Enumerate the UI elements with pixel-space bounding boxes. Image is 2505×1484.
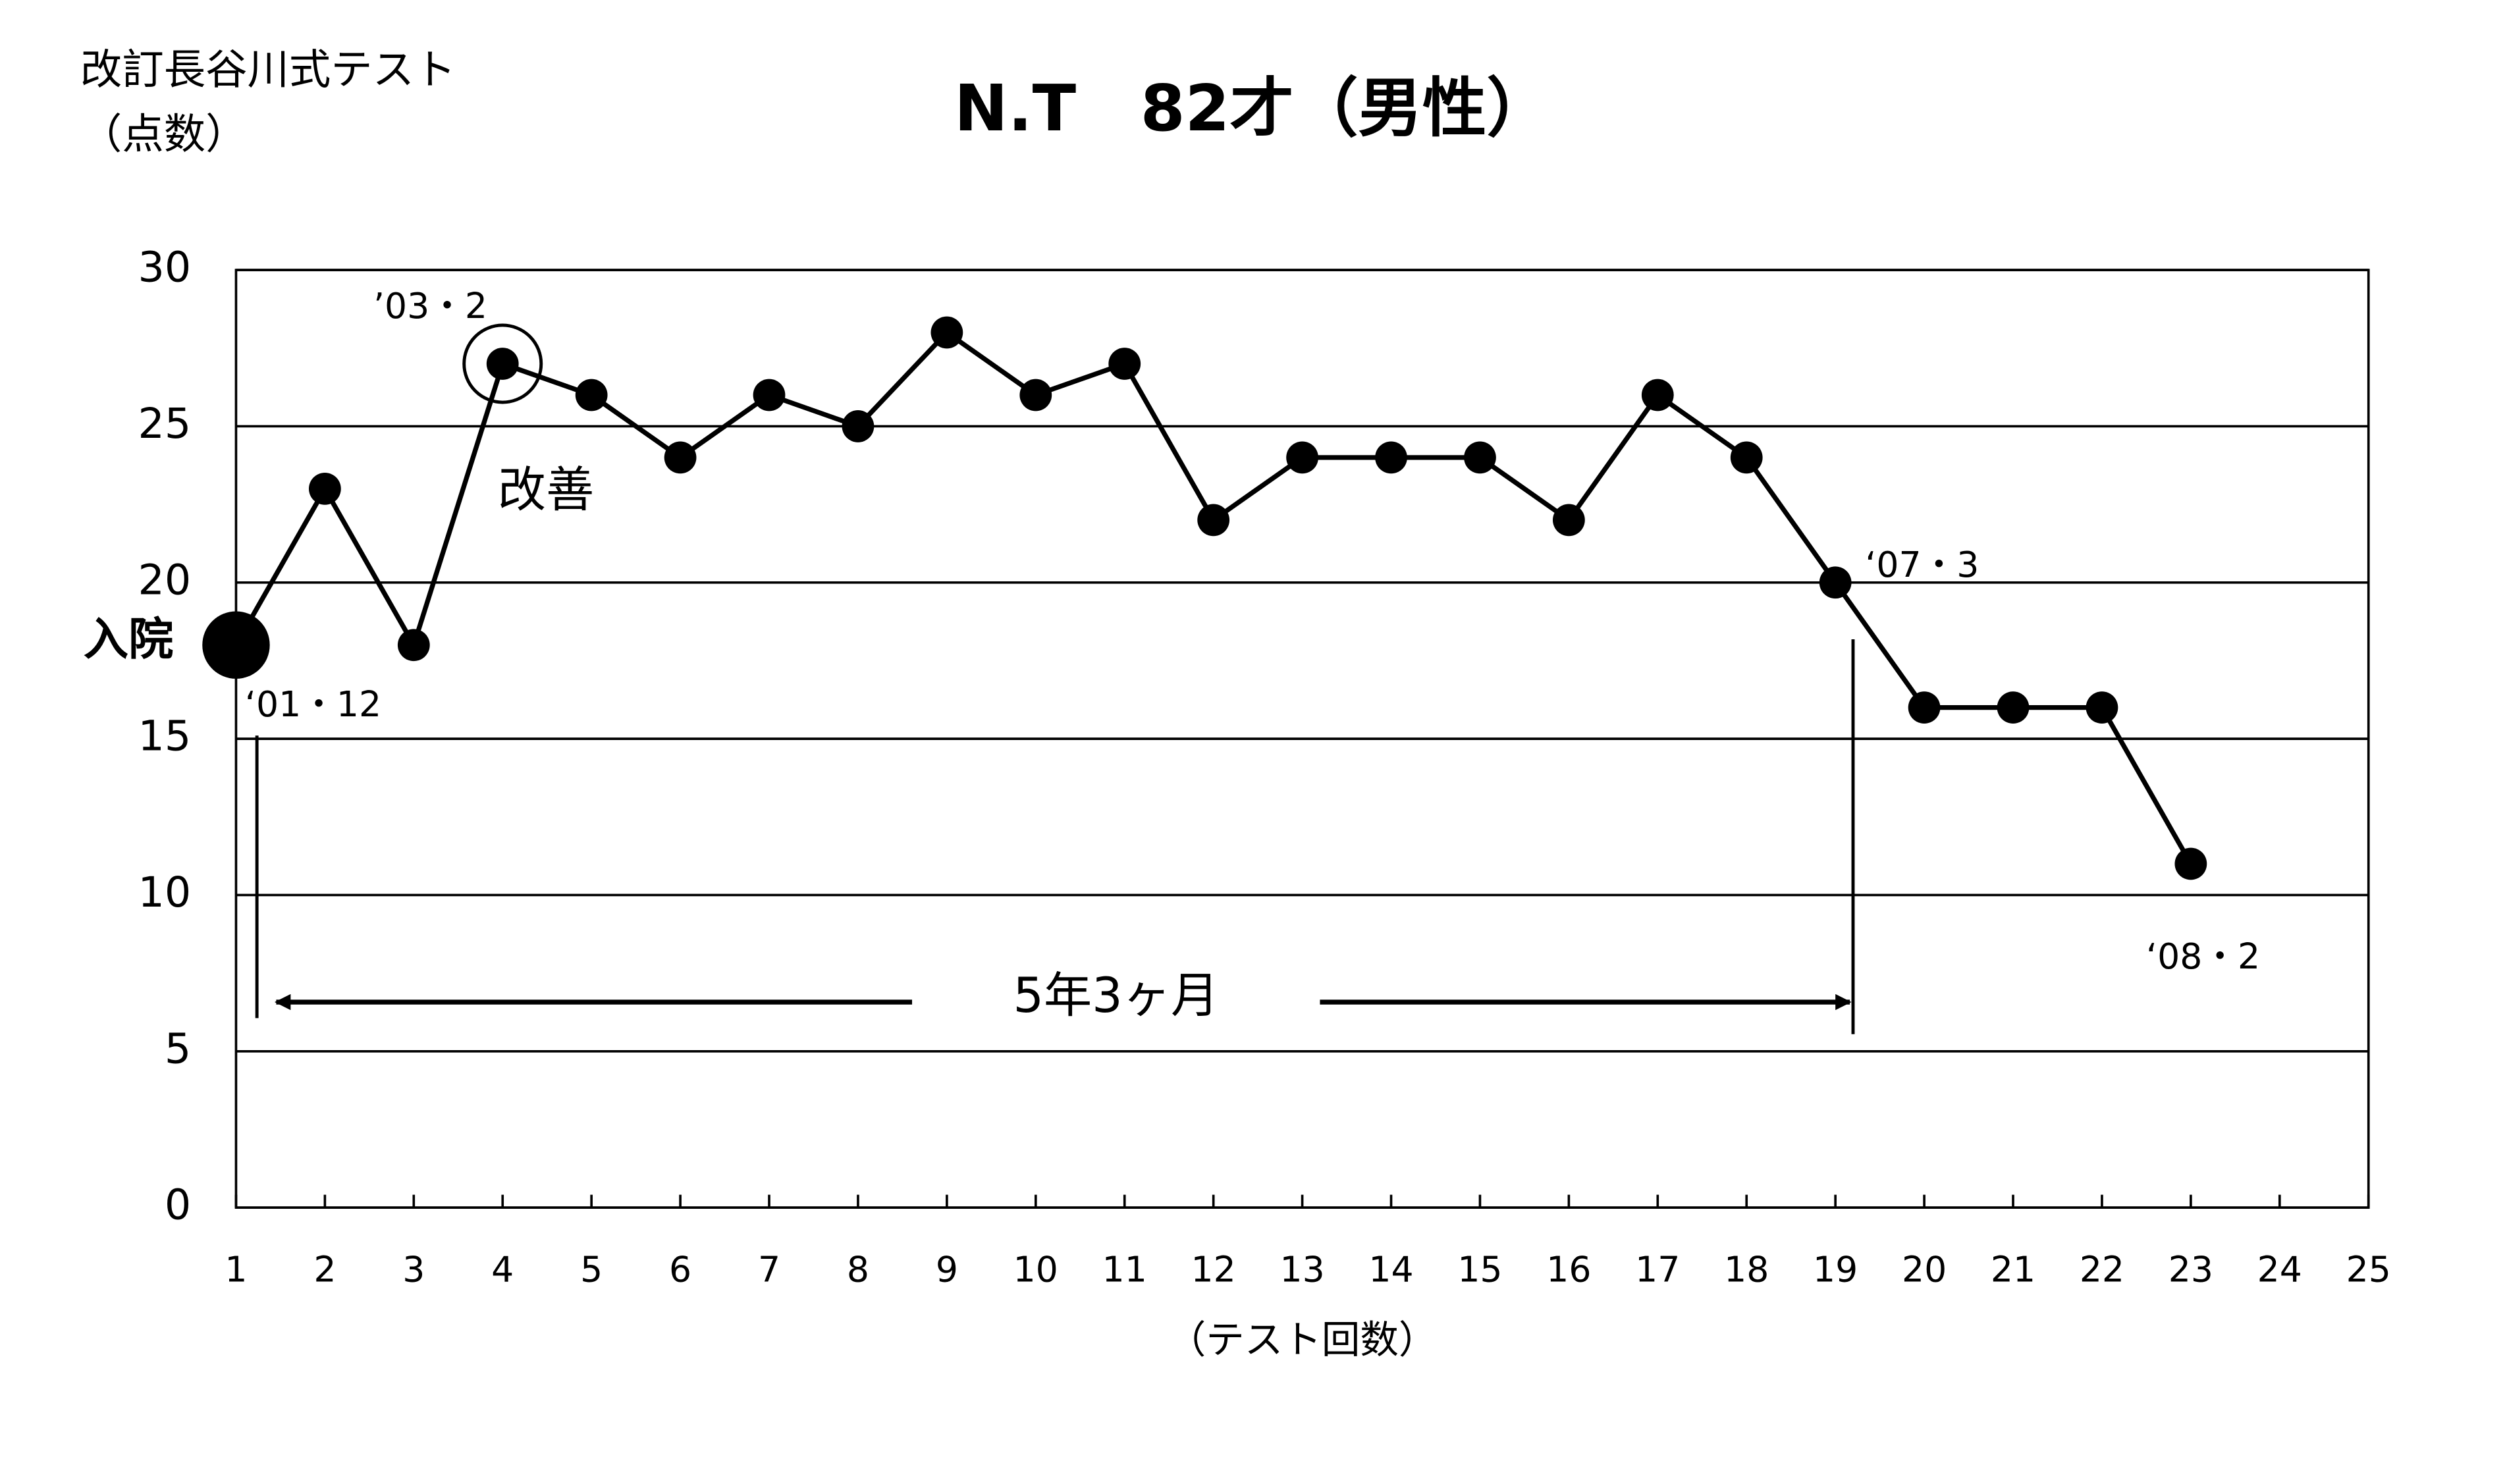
x-tick-label: 24 (2257, 1248, 2302, 1290)
x-tick-label: 25 (2346, 1248, 2391, 1290)
x-tick-label: 23 (2168, 1248, 2213, 1290)
data-point (1819, 566, 1852, 599)
y-tick-label: 0 (165, 1180, 191, 1229)
annotation: 入院 (84, 614, 174, 666)
data-point (1730, 441, 1763, 474)
annotation: 改善 (498, 462, 594, 518)
x-tick-label: 5 (580, 1248, 603, 1290)
y-tick-label: 10 (138, 868, 192, 916)
x-tick-label: 7 (758, 1248, 780, 1290)
data-point (1286, 441, 1318, 474)
y-axis-label: 改訂長谷川式テスト (80, 45, 456, 94)
data-point (1908, 691, 1941, 724)
data-point (1375, 441, 1407, 474)
x-tick-label: 19 (1813, 1248, 1858, 1290)
data-point (753, 379, 786, 411)
highlight-ring (462, 323, 543, 404)
x-tick-label: 9 (936, 1248, 958, 1290)
data-point (1641, 379, 1674, 411)
x-tick-label: 13 (1279, 1248, 1324, 1290)
annotation: 5年3ヶ月 (1013, 968, 1218, 1024)
x-tick-label: 17 (1635, 1248, 1680, 1290)
data-point (664, 441, 697, 474)
chart-title: N.T 82才（男性） (954, 71, 1551, 146)
annotation: ‘08・2 (2146, 936, 2260, 977)
x-tick-label: 18 (1724, 1248, 1769, 1290)
data-point (930, 316, 963, 349)
x-tick-label: 6 (669, 1248, 691, 1290)
x-tick-label: 2 (313, 1248, 336, 1290)
data-point (1019, 379, 1052, 411)
x-tick-label: 14 (1368, 1248, 1413, 1290)
data-point (202, 611, 270, 679)
data-point (486, 348, 519, 380)
x-axis-label: （テスト回数） (1168, 1317, 1438, 1362)
data-point (1997, 691, 2030, 724)
x-tick-label: 20 (1902, 1248, 1947, 1290)
y-tick-label: 15 (138, 712, 192, 760)
x-tick-label: 8 (847, 1248, 869, 1290)
data-point (1108, 348, 1141, 380)
data-point (575, 379, 608, 411)
x-tick-label: 3 (402, 1248, 425, 1290)
y-tick-label: 30 (138, 243, 192, 292)
annotation: ’03・2 (373, 285, 487, 327)
x-tick-label: 10 (1013, 1248, 1058, 1290)
y-tick-label: 20 (138, 555, 192, 604)
x-tick-label: 21 (1991, 1248, 2035, 1290)
x-tick-label: 16 (1546, 1248, 1591, 1290)
x-tick-label: 1 (225, 1248, 247, 1290)
x-tick-label: 12 (1191, 1248, 1236, 1290)
data-point (842, 410, 875, 442)
annotation: ‘01・12 (245, 683, 381, 725)
data-point (1464, 441, 1496, 474)
x-tick-label: 15 (1457, 1248, 1502, 1290)
y-tick-label: 5 (165, 1024, 191, 1073)
data-point (1197, 504, 1230, 537)
x-tick-label: 22 (2080, 1248, 2124, 1290)
data-point (1552, 504, 1585, 537)
x-tick-label: 11 (1102, 1248, 1147, 1290)
x-tick-label: 4 (491, 1248, 514, 1290)
y-axis-label: （点数） (80, 109, 248, 158)
data-point (2086, 691, 2118, 724)
data-point (308, 472, 341, 505)
data-point (397, 629, 430, 662)
y-tick-label: 25 (138, 399, 192, 448)
annotation: ‘07・3 (1865, 544, 1979, 585)
data-point (2174, 847, 2207, 880)
